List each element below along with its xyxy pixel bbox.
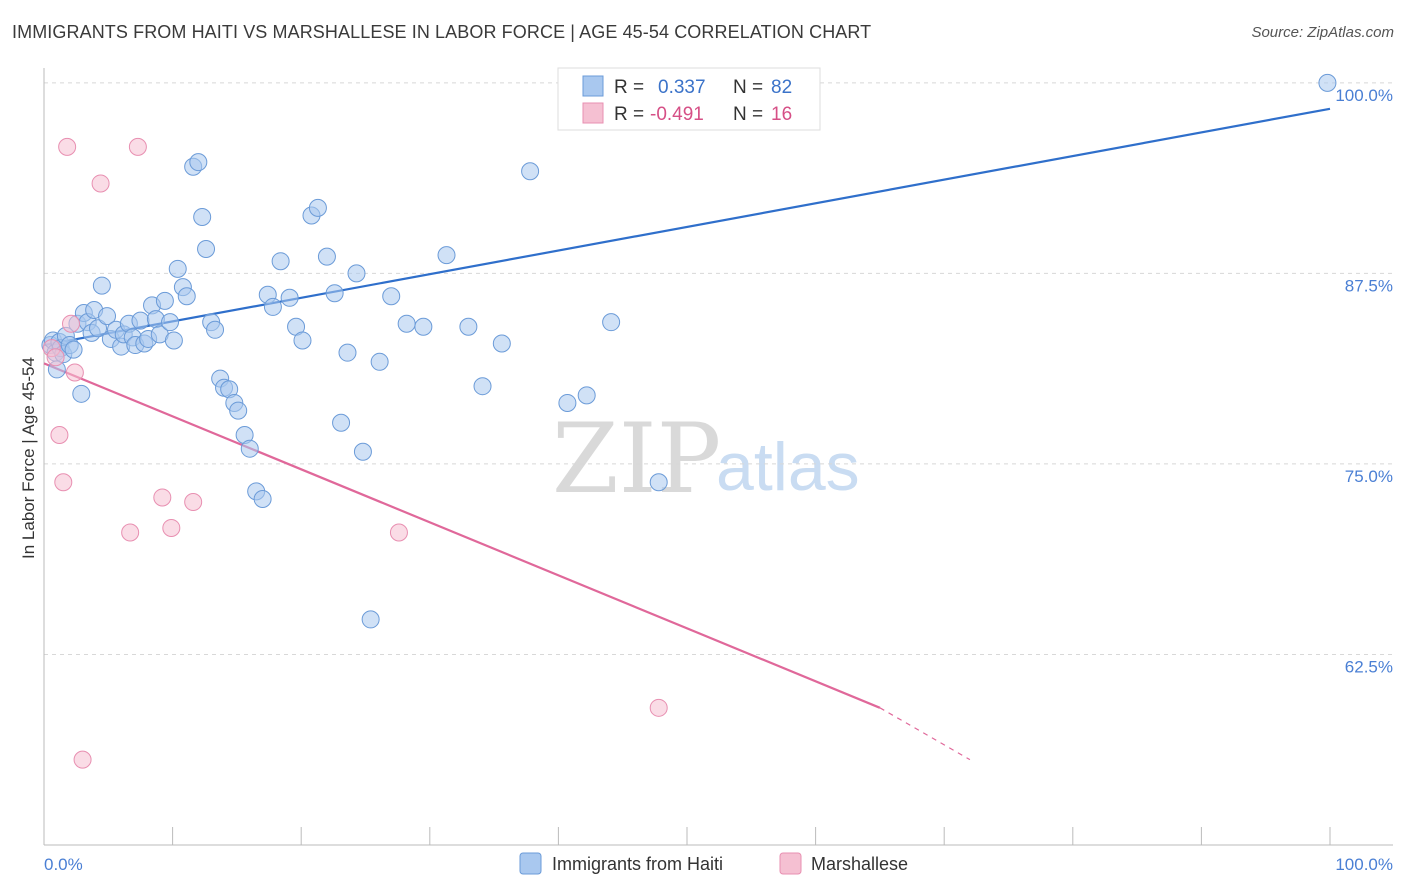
- chart-source: Source: ZipAtlas.com: [1251, 24, 1394, 41]
- haiti-point: [308, 198, 327, 217]
- marshallese-point: [58, 137, 77, 156]
- haiti-point: [193, 208, 212, 226]
- marshallese-trend-line: [43, 362, 881, 709]
- series-legend-label-haiti: Immigrants from Haiti: [552, 854, 723, 874]
- trend-layer: [43, 107, 1331, 761]
- haiti-point: [206, 320, 225, 339]
- marshallese-point: [162, 518, 181, 537]
- haiti-point: [397, 314, 416, 333]
- haiti-point: [131, 311, 150, 330]
- marshallese-point: [184, 493, 203, 512]
- y-tick-label: 100.0%: [1335, 86, 1393, 105]
- marshallese-point: [50, 425, 69, 444]
- haiti-point: [72, 384, 91, 403]
- haiti-point: [347, 264, 366, 283]
- haiti-point: [382, 287, 401, 306]
- haiti-point: [492, 334, 511, 353]
- marshallese-point: [128, 137, 147, 156]
- marshallese-point: [65, 363, 84, 382]
- x-tick-label-right: 100.0%: [1335, 855, 1393, 874]
- marshallese-trend-extension: [879, 707, 971, 761]
- haiti-point: [280, 288, 299, 307]
- marshallese-point: [54, 473, 73, 492]
- series-legend-swatch-haiti: [519, 852, 542, 875]
- point-layer: [41, 73, 1337, 769]
- haiti-point: [189, 153, 208, 172]
- stats-legend-n-value-1: 82: [771, 77, 792, 98]
- haiti-point: [370, 352, 389, 371]
- haiti-point: [229, 401, 248, 420]
- haiti-trend-line: [43, 107, 1331, 347]
- marshallese-point: [121, 523, 140, 542]
- x-tick-label-left: 0.0%: [44, 855, 83, 874]
- haiti-point: [164, 331, 183, 350]
- stats-legend-n-value-2: 16: [771, 104, 792, 125]
- stats-legend-swatch-pink: [582, 102, 604, 124]
- marshallese-point: [46, 348, 65, 367]
- haiti-point: [271, 252, 290, 271]
- marshallese-point: [73, 750, 92, 769]
- y-tick-label: 62.5%: [1345, 657, 1393, 676]
- stats-legend: R = 0.337 N = 82 R = -0.491 N = 16: [557, 67, 821, 131]
- haiti-point: [1318, 73, 1337, 92]
- haiti-point: [332, 413, 351, 432]
- chart-title: IMMIGRANTS FROM HAITI VS MARSHALLESE IN …: [12, 22, 872, 42]
- haiti-point: [253, 489, 272, 508]
- haiti-point: [649, 473, 668, 492]
- haiti-point: [602, 313, 621, 332]
- series-legend-swatch-marshallese: [779, 852, 802, 875]
- stats-legend-r-value-2: -0.491: [650, 104, 704, 125]
- stats-legend-n-label-1: N =: [733, 77, 763, 98]
- axis-layer: 100.0% 87.5% 75.0% 62.5%: [43, 68, 1393, 846]
- haiti-point: [577, 386, 596, 405]
- stats-legend-r-label-2: R =: [614, 104, 644, 125]
- haiti-point: [521, 162, 540, 181]
- haiti-point: [92, 276, 111, 295]
- haiti-point: [263, 297, 282, 316]
- marshallese-point: [62, 314, 81, 333]
- haiti-point: [161, 313, 180, 332]
- y-tick-label: 75.0%: [1345, 467, 1393, 486]
- haiti-point: [437, 246, 456, 265]
- haiti-point: [361, 610, 380, 629]
- haiti-point: [177, 287, 196, 306]
- haiti-point: [473, 377, 492, 396]
- haiti-point: [240, 439, 259, 458]
- stats-legend-n-label-2: N =: [733, 104, 763, 125]
- grid-layer: [44, 82, 1393, 655]
- series-legend-label-marshallese: Marshallese: [811, 854, 908, 874]
- stats-legend-r-value-1: 0.337: [658, 77, 706, 98]
- haiti-point: [89, 319, 108, 338]
- haiti-point: [414, 317, 433, 336]
- haiti-point: [317, 247, 336, 266]
- haiti-point: [325, 284, 344, 303]
- haiti-point: [338, 343, 357, 362]
- marshallese-point: [649, 698, 668, 717]
- haiti-point: [459, 317, 478, 336]
- haiti-point: [64, 340, 83, 359]
- haiti-point: [155, 291, 174, 310]
- watermark-zip: ZIP: [552, 403, 721, 515]
- stats-legend-swatch-blue: [582, 75, 604, 97]
- haiti-point: [293, 331, 312, 350]
- stats-legend-r-label-1: R =: [614, 77, 644, 98]
- y-axis-label: In Labor Force | Age 45-54: [19, 357, 38, 559]
- marshallese-point: [91, 174, 110, 193]
- marshallese-point: [153, 488, 172, 507]
- haiti-point: [353, 442, 372, 461]
- haiti-point: [197, 240, 216, 259]
- haiti-point: [98, 307, 117, 326]
- haiti-point: [558, 393, 577, 412]
- watermark-atlas: atlas: [716, 429, 860, 505]
- marshallese-point: [389, 523, 408, 542]
- y-tick-label: 87.5%: [1345, 276, 1393, 295]
- series-legend: Immigrants from Haiti Marshallese: [519, 852, 908, 875]
- haiti-point: [168, 259, 187, 278]
